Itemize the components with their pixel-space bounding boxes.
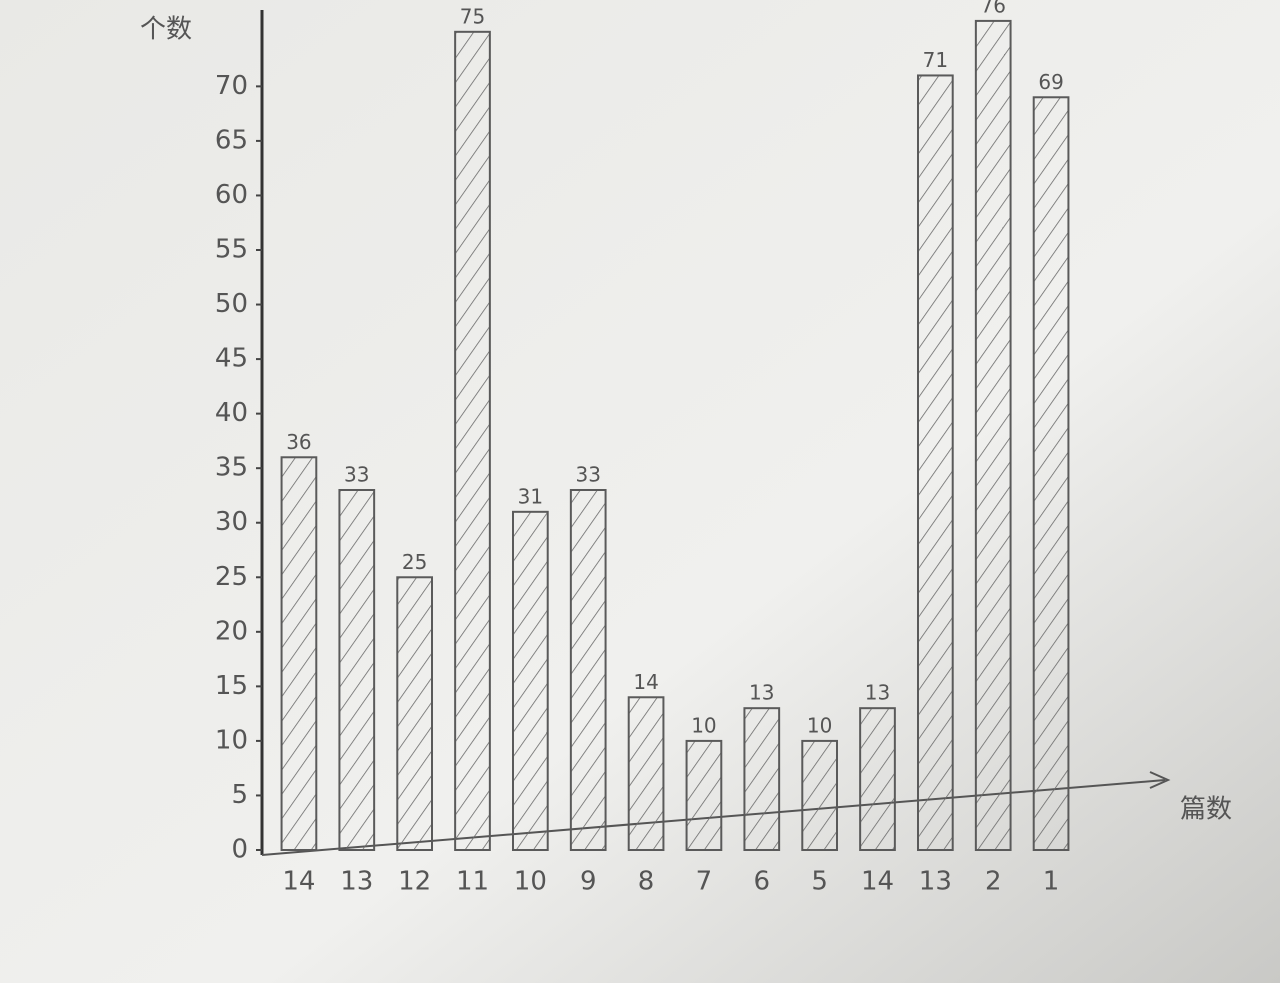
bar: [801, 739, 838, 852]
x-tick-label: 14: [282, 867, 315, 897]
bar: [917, 74, 954, 852]
x-tick-label: 1: [1043, 867, 1060, 897]
data-label: 25: [402, 550, 427, 574]
x-tick-label: 7: [696, 867, 713, 897]
bar: [743, 707, 781, 851]
y-tick-label: 65: [215, 125, 248, 155]
bar: [685, 739, 723, 852]
y-tick-label: 40: [215, 398, 248, 428]
y-tick-label: 50: [215, 289, 248, 319]
bar: [974, 19, 1012, 851]
x-tick-label: 8: [638, 867, 655, 897]
x-tick-label: 10: [514, 867, 547, 897]
y-tick-label: 10: [215, 725, 248, 755]
bar: [396, 576, 433, 851]
y-tick-label: 45: [215, 344, 248, 374]
bar: [627, 696, 665, 851]
data-label: 10: [807, 713, 832, 737]
data-label: 76: [980, 0, 1005, 17]
y-tick-label: 0: [231, 835, 248, 865]
data-label: 10: [691, 713, 716, 737]
x-tick-label: 6: [754, 867, 771, 897]
data-label: 69: [1038, 70, 1063, 94]
x-axis-arrow: [1149, 771, 1171, 789]
x-tick-label: 9: [580, 867, 597, 897]
x-tick-label: 13: [919, 867, 952, 897]
x-tick-label: 5: [811, 867, 828, 897]
data-label: 33: [575, 463, 600, 487]
y-tick-label: 15: [215, 671, 248, 701]
x-tick-label: 12: [398, 867, 431, 897]
x-tick-label: 11: [456, 867, 489, 897]
x-tick-label: 13: [340, 867, 373, 897]
data-label: 75: [460, 4, 485, 28]
y-axis-label: 个数: [140, 15, 192, 45]
y-tick-label: 20: [215, 616, 248, 646]
bar: [512, 510, 549, 851]
data-label: 13: [749, 681, 774, 705]
data-label: 71: [923, 48, 948, 72]
y-tick-label: 30: [215, 507, 248, 537]
bar: [454, 30, 491, 852]
y-tick-label: 5: [231, 780, 248, 810]
data-label: 31: [518, 484, 543, 508]
data-label: 13: [865, 681, 890, 705]
bar: [859, 707, 896, 851]
y-tick-label: 70: [215, 71, 248, 101]
data-label: 36: [286, 430, 311, 454]
bar: [569, 489, 607, 851]
y-tick-label: 35: [215, 453, 248, 483]
data-label: 33: [344, 463, 369, 487]
bar: [1032, 96, 1070, 852]
x-tick-label: 14: [861, 867, 894, 897]
y-tick-label: 25: [215, 562, 248, 592]
bar: [338, 489, 376, 851]
data-label: 14: [633, 670, 658, 694]
x-tick-label: 2: [985, 867, 1002, 897]
x-axis-label: 篇数: [1180, 795, 1232, 825]
y-tick-label: 55: [215, 235, 248, 265]
y-tick-label: 60: [215, 180, 248, 210]
bar: [280, 456, 318, 851]
